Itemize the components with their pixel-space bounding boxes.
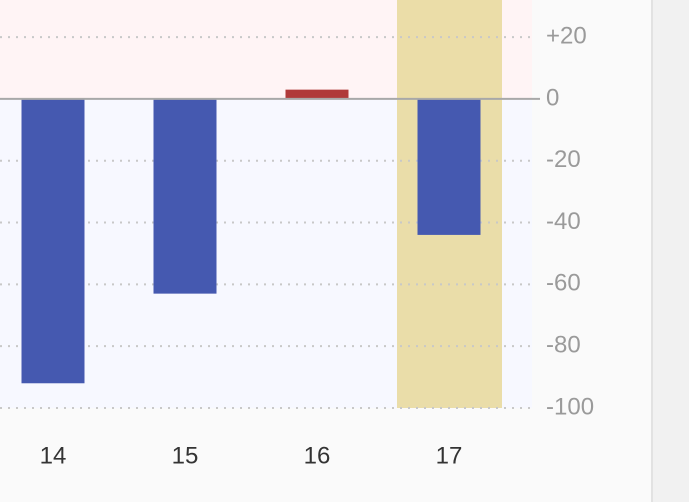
- x-tick-label: 16: [304, 442, 331, 469]
- y-tick-label: -60: [546, 270, 581, 297]
- y-tick-label: -80: [546, 332, 581, 359]
- bar: [285, 89, 349, 99]
- y-tick-label: 0: [546, 84, 559, 111]
- side-panel: [652, 0, 689, 502]
- y-tick-label: +20: [546, 22, 587, 49]
- y-tick-label: -40: [546, 208, 581, 235]
- x-tick-label: 17: [436, 442, 463, 469]
- y-tick-label: -100: [546, 393, 594, 420]
- y-tick-label: -20: [546, 146, 581, 173]
- bar: [153, 98, 217, 294]
- x-tick-label: 14: [40, 442, 67, 469]
- x-tick-label: 15: [172, 442, 199, 469]
- bar: [417, 98, 481, 235]
- bar: [21, 98, 85, 384]
